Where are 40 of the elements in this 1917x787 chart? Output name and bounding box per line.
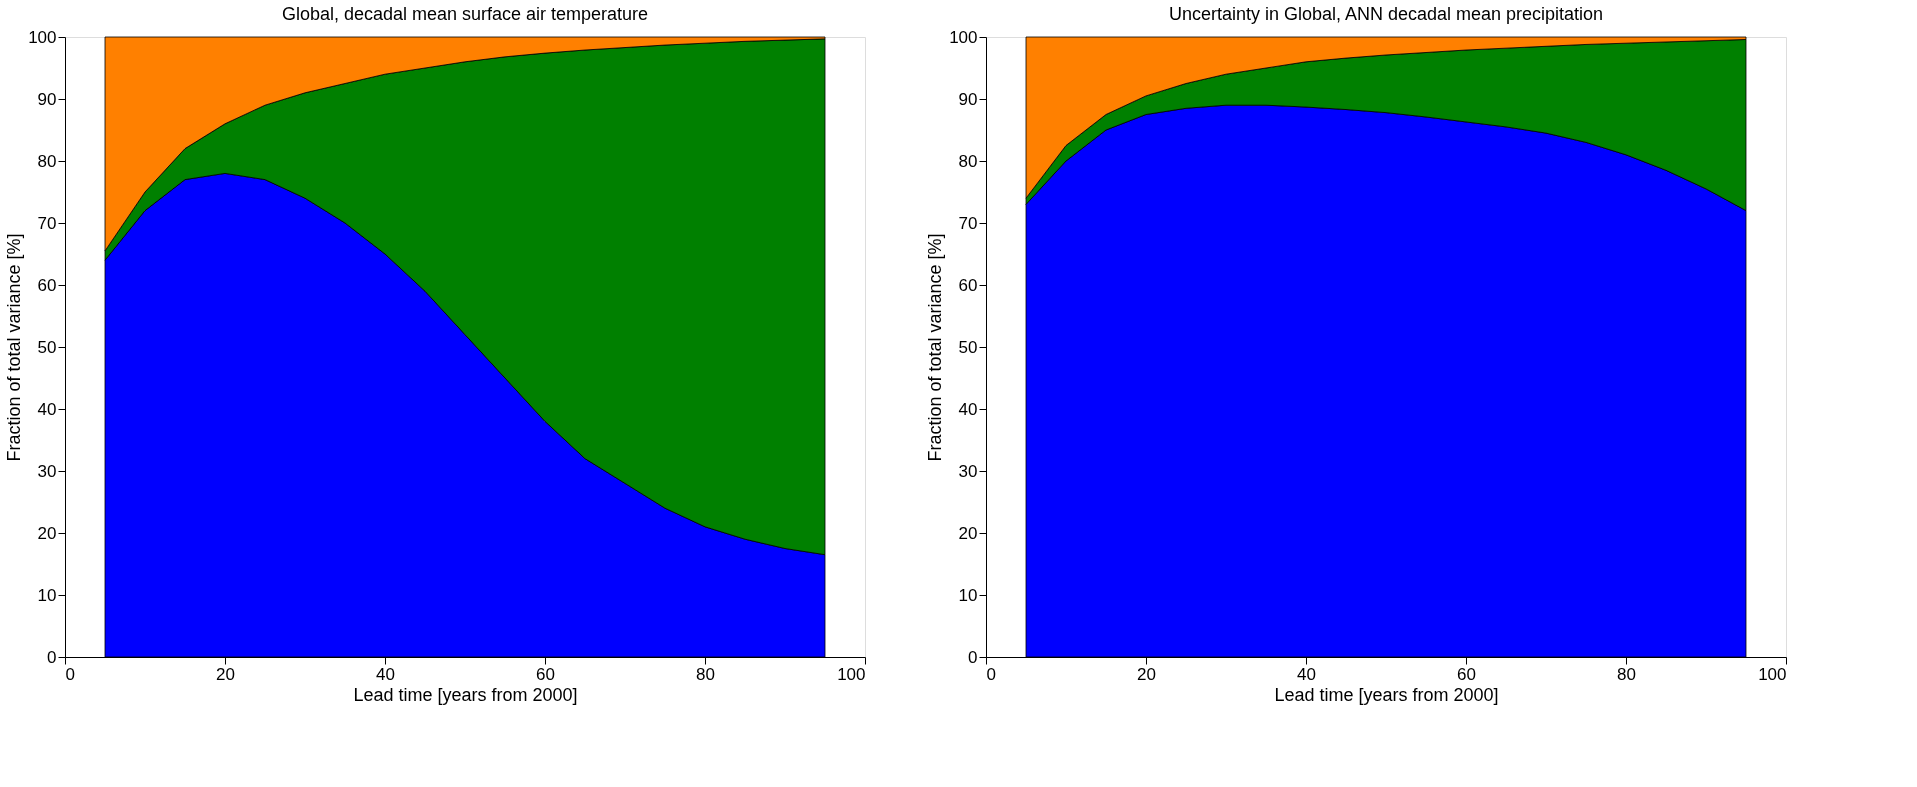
- y-axis-title: Fraction of total variance [%]: [925, 233, 946, 462]
- y-tick-label: 50: [37, 337, 57, 357]
- y-tick-label: 20: [37, 523, 57, 543]
- x-axis-title: Lead time [years from 2000]: [1274, 684, 1499, 705]
- y-tick-label: 80: [958, 151, 978, 171]
- x-tick-label: 100: [1758, 664, 1787, 684]
- x-tick-label: 20: [1137, 664, 1156, 684]
- y-tick-label: 40: [37, 399, 57, 419]
- y-tick-label: 0: [968, 647, 978, 667]
- chart-title: Global, decadal mean surface air temperature: [281, 4, 649, 24]
- y-tick-label: 100: [949, 27, 978, 47]
- y-tick-label: 10: [958, 585, 978, 605]
- y-tick-label: 60: [37, 275, 57, 295]
- x-tick-label: 60: [536, 664, 555, 684]
- x-tick-label: 40: [1297, 664, 1316, 684]
- y-tick-label: 90: [37, 89, 57, 109]
- x-tick-label: 20: [216, 664, 235, 684]
- y-axis-title: Fraction of total variance [%]: [4, 233, 25, 462]
- chart-title: Uncertainty in Global, ANN decadal mean precipitation: [1168, 4, 1604, 24]
- y-tick-label: 100: [28, 27, 57, 47]
- y-tick-label: 60: [958, 275, 978, 295]
- y-tick-label: 0: [47, 647, 57, 667]
- y-tick-label: 80: [37, 151, 57, 171]
- x-axis-title: Lead time [years from 2000]: [353, 684, 578, 705]
- y-tick-label: 10: [37, 585, 57, 605]
- x-tick-label: 80: [1617, 664, 1636, 684]
- y-tick-label: 50: [958, 337, 978, 357]
- x-tick-label: 0: [65, 664, 75, 684]
- x-tick-label: 40: [376, 664, 395, 684]
- x-tick-label: 80: [696, 664, 715, 684]
- y-tick-label: 70: [37, 213, 57, 233]
- y-tick-label: 30: [37, 461, 57, 481]
- y-tick-label: 40: [958, 399, 978, 419]
- x-tick-label: 0: [986, 664, 996, 684]
- y-tick-label: 30: [958, 461, 978, 481]
- x-tick-label: 60: [1457, 664, 1476, 684]
- x-tick-label: 100: [837, 664, 866, 684]
- y-tick-label: 70: [958, 213, 978, 233]
- y-tick-label: 90: [958, 89, 978, 109]
- y-tick-label: 20: [958, 523, 978, 543]
